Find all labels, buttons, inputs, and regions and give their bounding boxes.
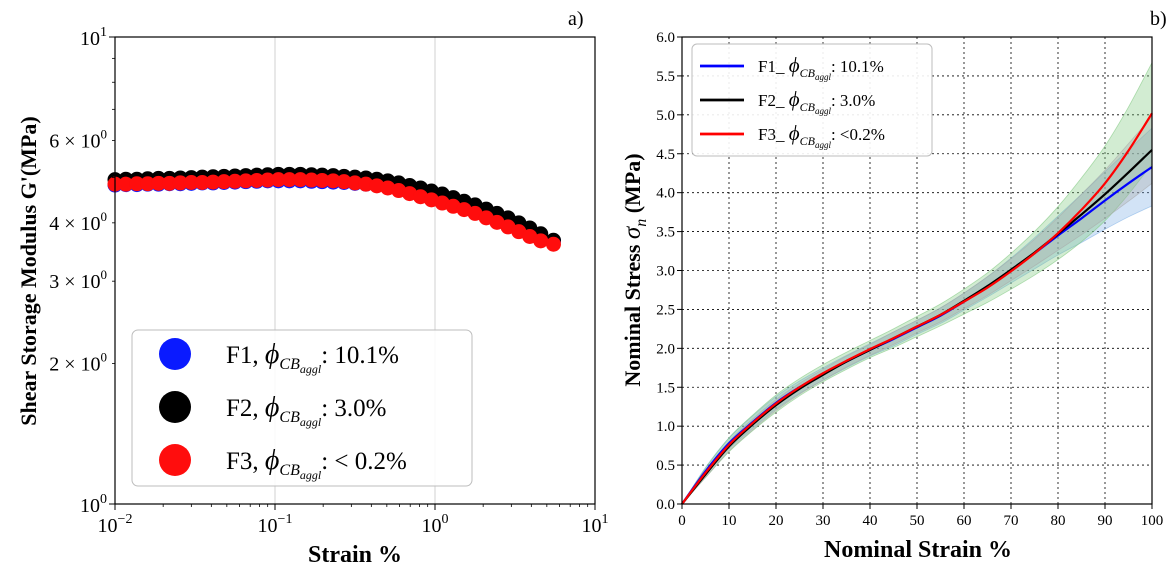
panel-b-ytick-label: 5.5 <box>656 69 675 85</box>
panel-a-ytick-minor-label: 4 × 100 <box>49 209 107 235</box>
panel-a-point <box>205 174 221 190</box>
panel-b-xtick-label: 0 <box>678 513 686 529</box>
panel-b-ytick-label: 0.5 <box>656 458 675 474</box>
panel-a-legend: F1, ϕCBaggl: 10.1% F2, ϕCBaggl: 3.0% F3, ϕ… <box>131 329 473 487</box>
panel-b-ytick-label: 4.0 <box>656 186 675 202</box>
panel-a-ytick-minor-label: 3 × 100 <box>49 267 107 293</box>
panel-a-ytick-minor-label: 2 × 100 <box>49 349 107 375</box>
panel-a-point <box>270 172 286 188</box>
panel-b-xtick-label: 40 <box>863 513 878 529</box>
panel-b-ytick-label: 3.0 <box>656 264 675 280</box>
panel-a-point <box>150 175 166 191</box>
panel-b-ytick-label: 2.0 <box>656 341 675 357</box>
panel-a-xlabel: Strain % <box>308 542 402 568</box>
panel-a-series-3 <box>107 172 561 252</box>
panel-a-point <box>314 172 330 188</box>
panel-b-ytick-label: 2.5 <box>656 302 675 318</box>
panel-a-ylabel: Shear Storage Modulus G'(MPa) <box>16 116 41 425</box>
panel-b-xtick-label: 90 <box>1098 513 1113 529</box>
panel-a-legend-label: F1, ϕCBaggl: 10.1% <box>226 339 399 376</box>
panel-a-point <box>303 172 319 188</box>
panel-a-point <box>118 176 134 192</box>
panel-a-point <box>172 175 188 191</box>
panel-a-frame <box>114 36 596 505</box>
panel-b-ytick-label: 6.0 <box>656 30 675 46</box>
panel-a-point <box>260 172 276 188</box>
panel-a-point <box>216 174 232 190</box>
panel-a-legend-marker <box>159 391 191 423</box>
panel-b-legend-box <box>691 43 933 157</box>
panel-b-lines <box>681 112 1153 505</box>
panel-b-ytick-label: 1.0 <box>656 419 675 435</box>
panel-a-point <box>238 173 254 189</box>
panel-b-letter: b) <box>1150 8 1167 30</box>
panel-b: 0 10 20 30 40 50 60 70 80 90 100 0.0 0.5 1.0 1.5 2.0 2.5… <box>619 8 1167 563</box>
panel-a-xtick-label: 10−2 <box>98 512 133 537</box>
panel-b-ytick-label: 1.5 <box>656 380 675 396</box>
panel-b-legend: F1_ ϕCBaggl: 10.1% F2_ ϕCBaggl: 3.0% F3_ ϕ… <box>691 43 933 157</box>
panel-a-point <box>183 175 199 191</box>
panel-a-point <box>533 233 549 249</box>
panel-a-legend-label: F2, ϕCBaggl: 3.0% <box>226 392 386 429</box>
panel-b-xtick-label: 10 <box>722 513 737 529</box>
panel-a-ytick-label: 100 <box>80 492 107 517</box>
panel-a-letter: a) <box>568 8 584 30</box>
panel-a: 10−2 10−1 100 101 100 101 2 × 100 3 × 100 4 × 10… <box>16 8 609 568</box>
panel-a-legend-marker <box>159 444 191 476</box>
panel-a-xtick-label: 101 <box>582 512 609 537</box>
panel-b-xtick-label: 60 <box>957 513 972 529</box>
panel-b-ytick-label: 0.0 <box>656 497 675 513</box>
panel-b-ytick-label: 4.5 <box>656 147 675 163</box>
panel-a-point <box>161 175 177 191</box>
panel-a-legend-box <box>131 329 473 487</box>
panel-b-ytick-label: 3.5 <box>656 225 675 241</box>
panel-a-point <box>545 236 561 252</box>
panel-a-point <box>129 176 145 192</box>
panel-a-xtick-label: 10−1 <box>258 512 293 537</box>
panel-a-xtick-label: 100 <box>422 512 449 537</box>
panel-a-ytick-label: 101 <box>80 25 107 50</box>
panel-a-point <box>281 172 297 188</box>
panel-a-ytick-minor-label: 6 × 100 <box>49 127 107 153</box>
panel-a-ticks: 10−2 10−1 100 101 100 101 2 × 100 3 × 100 4 × 10… <box>49 25 608 537</box>
panel-b-band-2 <box>681 115 1153 505</box>
panel-a-point <box>325 173 341 189</box>
panel-a-point <box>292 172 308 188</box>
panel-a-point <box>194 175 210 191</box>
panel-b-legend-label: F2_ ϕCBaggl: 3.0% <box>758 87 875 116</box>
panel-b-legend-label: F3_ ϕCBaggl: <0.2% <box>758 121 885 150</box>
panel-a-point <box>249 172 265 188</box>
panel-b-xtick-label: 70 <box>1004 513 1019 529</box>
panel-b-xtick-label: 20 <box>769 513 784 529</box>
panel-b-xlabel: Nominal Strain % <box>824 537 1012 563</box>
panel-a-point <box>140 176 156 192</box>
panel-a-legend-label: F3, ϕCBaggl: < 0.2% <box>226 445 407 482</box>
panel-b-line-3 <box>681 112 1153 505</box>
panel-a-point <box>227 173 243 189</box>
panel-a-legend-marker <box>159 338 191 370</box>
panel-b-ticks: 0 10 20 30 40 50 60 70 80 90 100 0.0 0.5 1.0 1.5 2.0 2.5… <box>656 30 1163 529</box>
panel-a-point <box>347 175 363 191</box>
panel-b-xtick-label: 50 <box>910 513 925 529</box>
panel-b-ytick-label: 5.0 <box>656 108 675 124</box>
panel-b-xtick-label: 30 <box>816 513 831 529</box>
panel-a-point <box>336 174 352 190</box>
panel-b-legend-label: F1_ ϕCBaggl: 10.1% <box>758 53 884 82</box>
panel-b-xtick-label: 100 <box>1141 513 1164 529</box>
panel-b-xtick-label: 80 <box>1051 513 1066 529</box>
panel-a-points <box>107 166 561 252</box>
panel-b-ylabel: Nominal Stress σn (MPa) <box>619 153 650 386</box>
